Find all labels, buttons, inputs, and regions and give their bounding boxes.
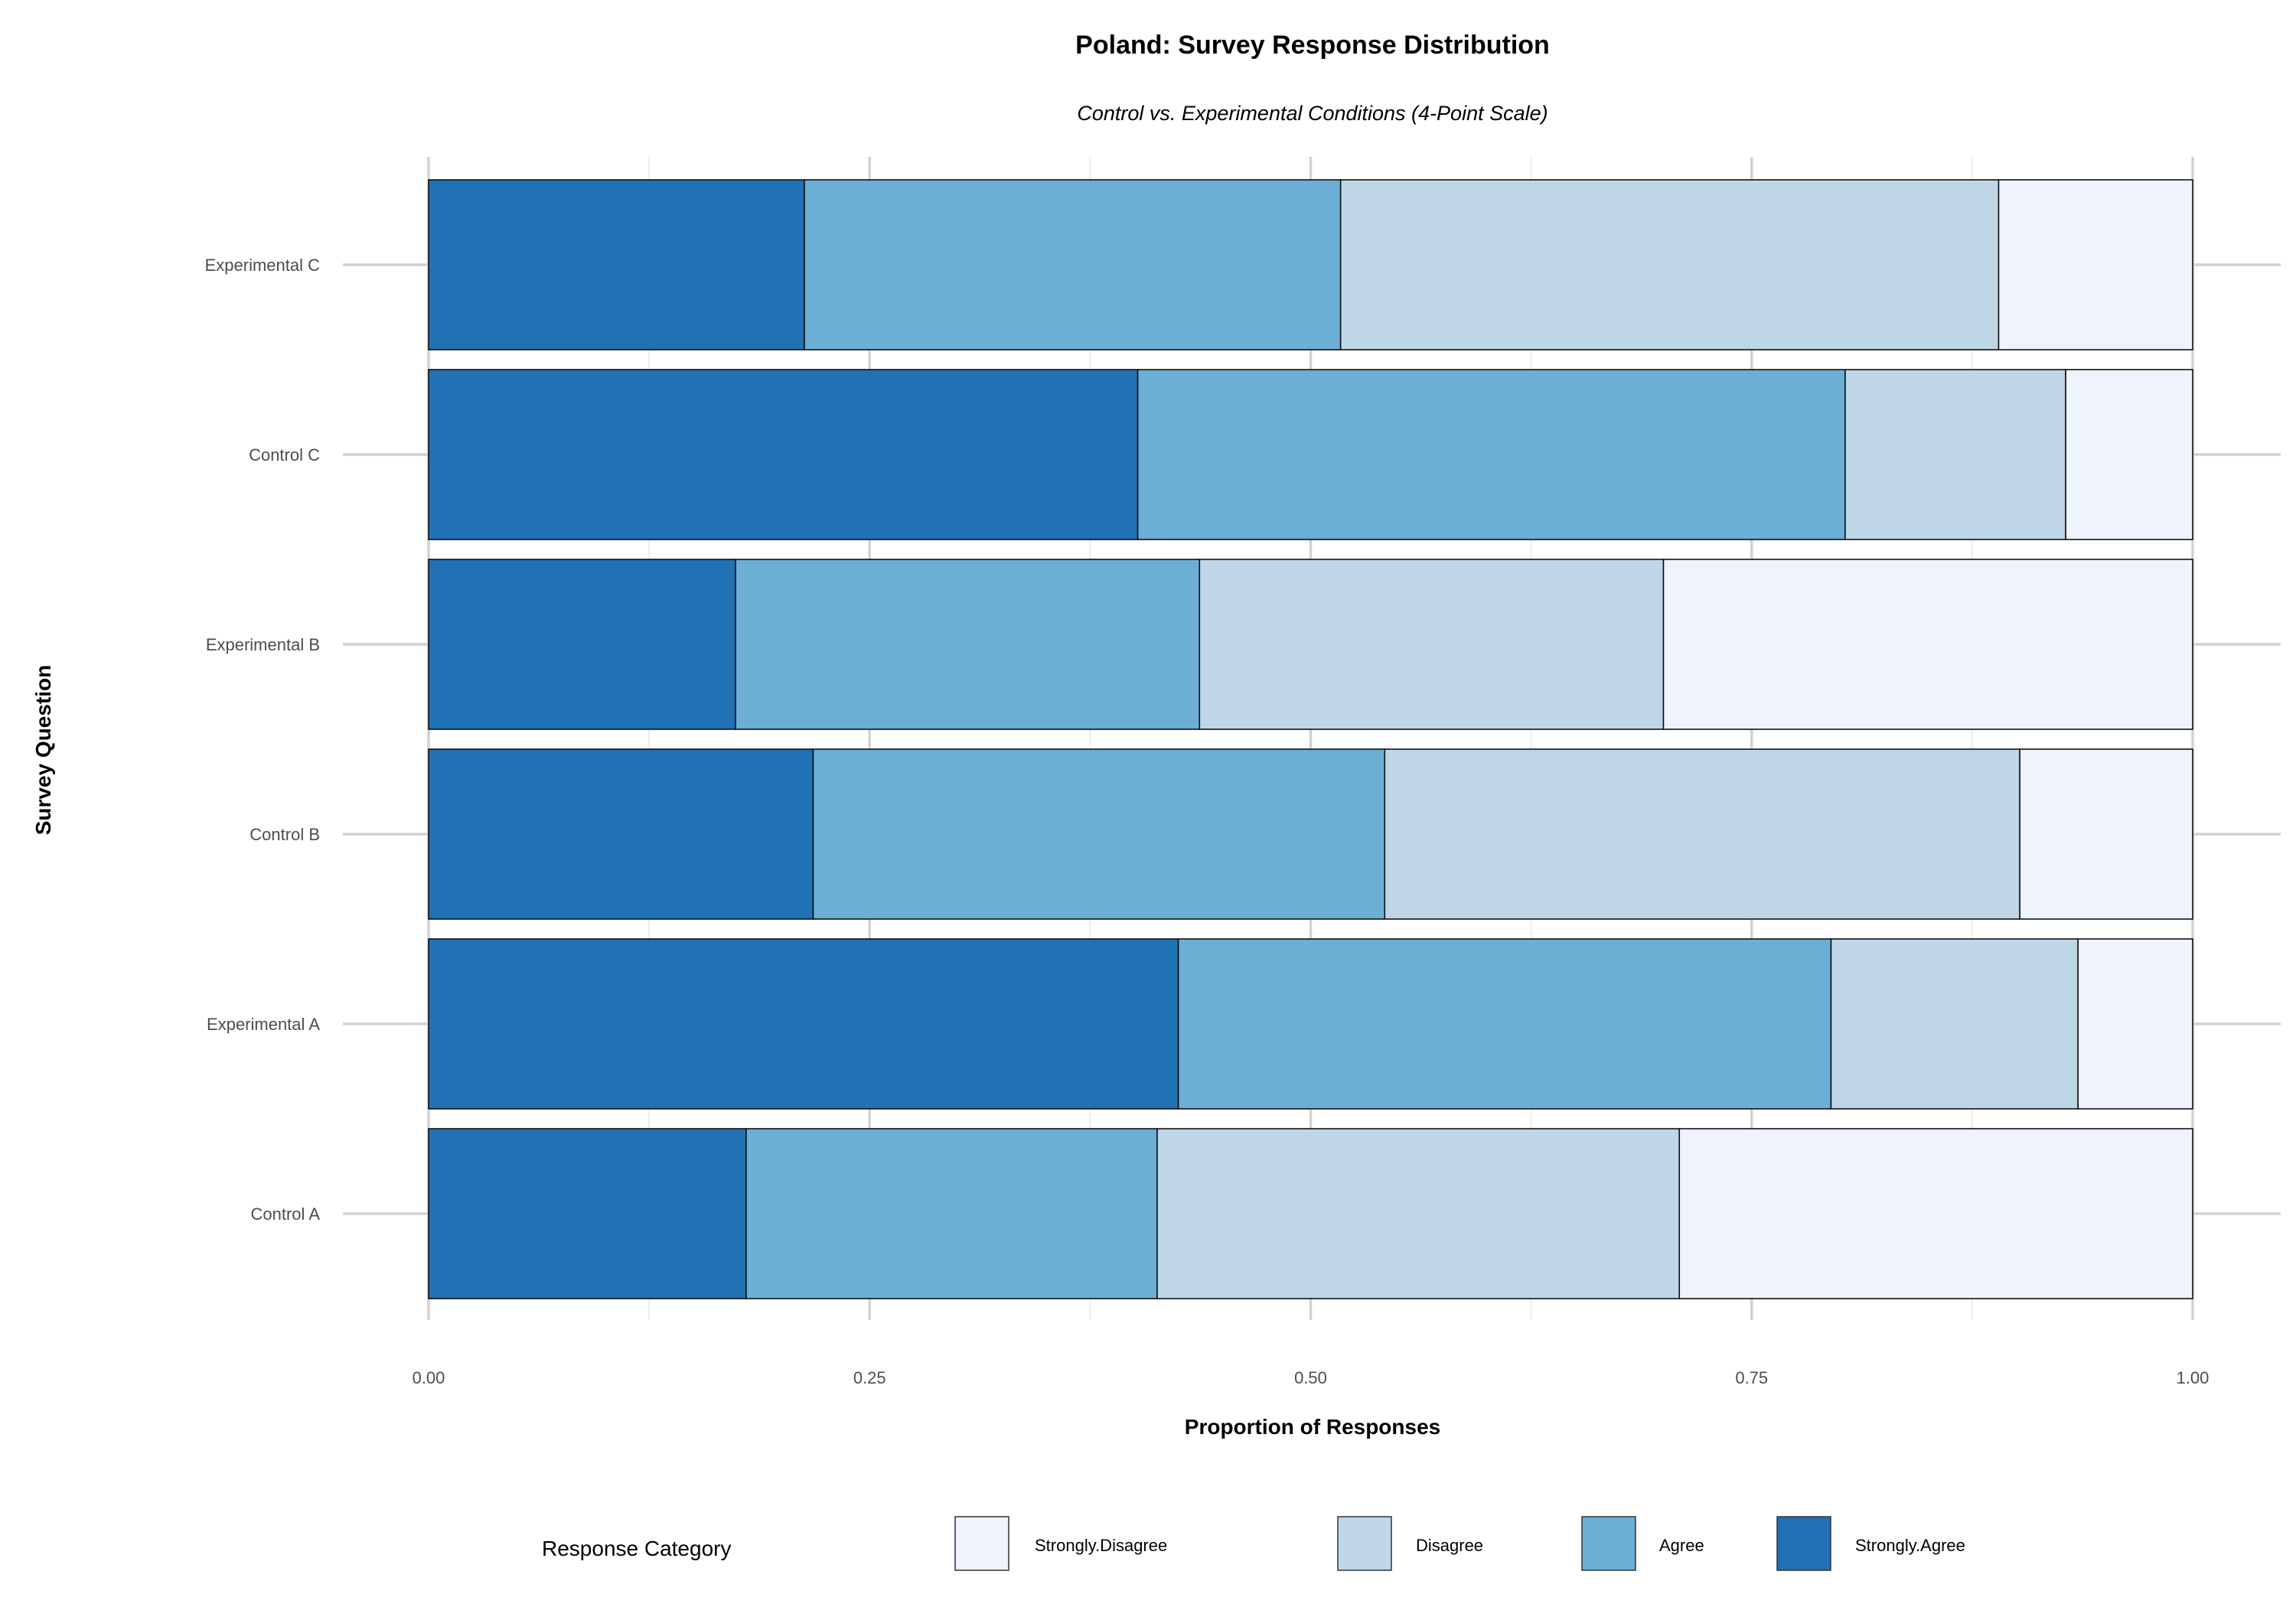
bar-segment-agree <box>1177 938 1832 1110</box>
bar-segment-strongly-disagree <box>2065 369 2193 540</box>
bar-segment-disagree <box>1830 938 2079 1110</box>
bar-segment-strongly-agree <box>428 1128 747 1299</box>
bar-segment-strongly-agree <box>428 179 805 350</box>
bar-segment-strongly-disagree <box>2077 938 2193 1110</box>
x-tick-label: 0.00 <box>413 1368 445 1387</box>
bar-segment-disagree <box>1339 179 2000 350</box>
legend-label: Agree <box>1659 1536 1704 1555</box>
legend-key <box>1581 1516 1636 1571</box>
legend-key <box>954 1516 1009 1571</box>
y-tick-labels: Control A Experimental A Control B Experime… <box>205 256 321 1224</box>
bar-segment-strongly-disagree <box>2019 748 2193 920</box>
y-tick-label: Experimental B <box>206 635 320 654</box>
y-tick-label: Experimental C <box>205 256 321 275</box>
chart-title: Poland: Survey Response Distribution <box>1075 31 1550 60</box>
y-tick-label: Control B <box>249 825 320 844</box>
y-tick-label: Control C <box>249 445 320 464</box>
y-axis-title: Survey Question <box>31 665 55 836</box>
bar-segment-disagree <box>1844 369 2066 540</box>
bar-segment-strongly-agree <box>428 748 814 920</box>
bar-segment-agree <box>804 179 1342 350</box>
legend-label: Disagree <box>1416 1536 1483 1555</box>
legend-label: Strongly.Agree <box>1855 1536 1965 1555</box>
x-tick-label: 0.50 <box>1294 1368 1327 1387</box>
chart-subtitle: Control vs. Experimental Conditions (4-P… <box>1077 102 1548 125</box>
x-tick-label: 0.75 <box>1735 1368 1768 1387</box>
y-tick-label: Control A <box>251 1204 321 1224</box>
legend-key <box>1337 1516 1392 1571</box>
x-tick-labels: 0.00 0.25 0.50 0.75 1.00 <box>413 1368 2210 1387</box>
legend-title: Response Category <box>542 1537 731 1560</box>
x-tick-label: 0.25 <box>853 1368 886 1387</box>
bar-segment-agree <box>735 559 1201 730</box>
bar-segment-strongly-disagree <box>1998 179 2193 350</box>
bar-segment-strongly-disagree <box>1678 1128 2193 1299</box>
x-tick-label: 1.00 <box>2177 1368 2210 1387</box>
x-axis-title: Proportion of Responses <box>1185 1415 1440 1439</box>
bar-segment-strongly-agree <box>428 559 736 730</box>
bar-segment-strongly-agree <box>428 938 1179 1110</box>
legend: Response Category Strongly.Disagree Disag… <box>542 1516 1965 1571</box>
legend-label: Strongly.Disagree <box>1035 1536 1167 1555</box>
bar-segment-disagree <box>1384 748 2020 920</box>
bar-layer <box>428 179 2193 1299</box>
legend-key <box>1776 1516 1831 1571</box>
bar-segment-strongly-disagree <box>1662 559 2193 730</box>
y-tick-label: Experimental A <box>207 1015 320 1034</box>
bar-segment-strongly-agree <box>428 369 1139 540</box>
bar-segment-agree <box>745 1128 1158 1299</box>
bar-segment-agree <box>812 748 1386 920</box>
bar-segment-disagree <box>1199 559 1665 730</box>
bar-segment-agree <box>1137 369 1846 540</box>
bar-segment-disagree <box>1156 1128 1681 1299</box>
